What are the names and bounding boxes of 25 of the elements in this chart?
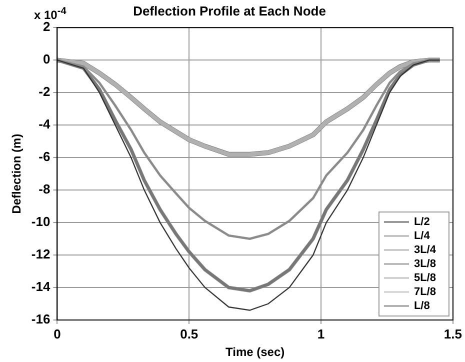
y-tick-label: -8 — [38, 182, 50, 197]
y-axis-title: Deflection (m) — [10, 134, 24, 214]
legend-label: 3L/4 — [414, 244, 437, 256]
x-tick-label: 0.5 — [180, 326, 198, 342]
y-tick-label: -6 — [38, 149, 50, 164]
y-tick-label: 2 — [42, 19, 50, 34]
y-tick-label: 0 — [42, 52, 50, 67]
legend-label: L/4 — [414, 230, 431, 242]
x-tick-label: 1.5 — [444, 326, 462, 342]
x-axis-title: Time (sec) — [226, 345, 285, 360]
chart-title: Deflection Profile at Each Node — [133, 3, 326, 18]
y-tick-label: -2 — [38, 84, 50, 100]
y-tick-label: -14 — [31, 279, 51, 294]
legend-label: L/8 — [414, 300, 430, 312]
y-tick-label: -4 — [38, 116, 51, 132]
legend-label: L/2 — [414, 216, 430, 228]
legend-label: 7L/8 — [414, 286, 436, 298]
x-tick-label: 1 — [317, 326, 325, 342]
text: x 10$^{-4}$ — [34, 6, 66, 22]
legend-label: 3L/8 — [414, 258, 436, 270]
x-tick-label: 0 — [54, 326, 61, 342]
y-tick-label: -10 — [31, 214, 50, 230]
y-tick-label: -12 — [31, 246, 50, 262]
y-tick-label: -16 — [31, 312, 50, 327]
legend-label: 5L/8 — [414, 272, 436, 284]
